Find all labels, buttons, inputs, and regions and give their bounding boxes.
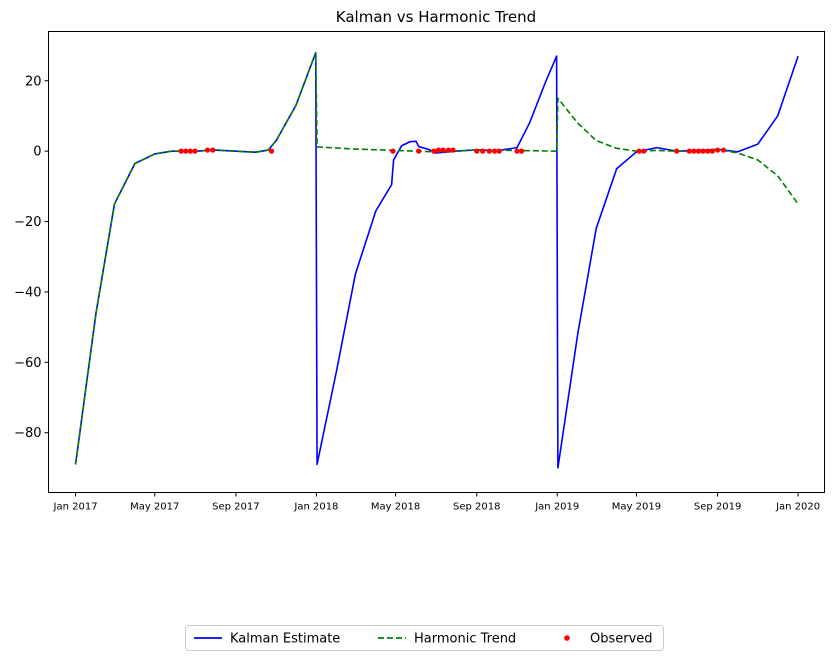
series-layer bbox=[74, 51, 799, 469]
x-tick-label: May 2018 bbox=[371, 502, 420, 513]
observed-point bbox=[183, 148, 189, 154]
x-tick-label: May 2019 bbox=[612, 502, 661, 513]
observed-point bbox=[445, 147, 451, 153]
observed-layer bbox=[178, 147, 727, 154]
observed-point bbox=[480, 148, 486, 154]
y-tick-label: −20 bbox=[14, 215, 41, 230]
legend-label-observed: Observed bbox=[590, 632, 653, 647]
x-tick-label: Sep 2018 bbox=[453, 502, 500, 513]
x-tick-label: Jan 2018 bbox=[293, 502, 338, 513]
observed-point bbox=[705, 148, 711, 154]
observed-point bbox=[486, 148, 492, 154]
observed-point bbox=[192, 148, 198, 154]
observed-point bbox=[514, 148, 520, 154]
observed-point bbox=[491, 148, 498, 154]
y-axis: −80 −60 −40 −20 0 20 bbox=[14, 74, 49, 441]
y-tick-label: 20 bbox=[25, 74, 42, 89]
observed-point bbox=[474, 148, 480, 154]
x-tick-label: Sep 2017 bbox=[212, 502, 259, 513]
observed-point bbox=[210, 147, 216, 153]
series-line-harmonic bbox=[74, 51, 799, 465]
observed-point bbox=[496, 148, 502, 154]
x-tick-label: Jan 2020 bbox=[775, 502, 820, 513]
observed-point bbox=[641, 148, 647, 154]
x-tick-label: Sep 2019 bbox=[694, 502, 741, 513]
observed-point bbox=[440, 147, 446, 153]
observed-point bbox=[450, 147, 456, 153]
y-tick-label: −60 bbox=[14, 356, 41, 371]
observed-point bbox=[435, 147, 442, 153]
x-tick-label: May 2017 bbox=[130, 502, 179, 513]
observed-point bbox=[700, 148, 706, 154]
chart-title: Kalman vs Harmonic Trend bbox=[336, 8, 536, 26]
observed-point bbox=[691, 148, 697, 154]
observed-point bbox=[178, 148, 184, 154]
x-tick-label: Jan 2019 bbox=[534, 502, 579, 513]
legend: Kalman Estimate Harmonic Trend Observed bbox=[185, 625, 664, 651]
legend-label-kalman: Kalman Estimate bbox=[230, 632, 340, 647]
y-tick-label: 0 bbox=[33, 145, 41, 160]
observed-point bbox=[390, 148, 396, 154]
y-tick-label: −80 bbox=[14, 426, 41, 441]
legend-label-harmonic: Harmonic Trend bbox=[414, 632, 516, 647]
series-line-kalman bbox=[74, 51, 799, 469]
legend-frame bbox=[185, 625, 664, 651]
y-tick-label: −40 bbox=[14, 285, 41, 300]
observed-point bbox=[686, 148, 692, 154]
observed-point bbox=[519, 148, 525, 154]
observed-point bbox=[268, 148, 275, 154]
observed-point bbox=[187, 148, 193, 154]
observed-point bbox=[715, 147, 721, 153]
x-tick-label: Jan 2017 bbox=[53, 502, 98, 513]
observed-point bbox=[204, 147, 211, 153]
observed-point bbox=[416, 148, 422, 154]
observed-point bbox=[636, 148, 642, 154]
observed-point bbox=[674, 148, 680, 154]
x-axis: Jan 2017 May 2017 Sep 2017 Jan 2018 May 2018… bbox=[53, 492, 820, 513]
observed-point bbox=[709, 148, 715, 154]
legend-swatch-observed bbox=[564, 635, 570, 641]
observed-point bbox=[431, 148, 437, 154]
observed-point bbox=[720, 147, 727, 153]
observed-point bbox=[695, 148, 702, 154]
plot-area-frame bbox=[48, 31, 825, 493]
